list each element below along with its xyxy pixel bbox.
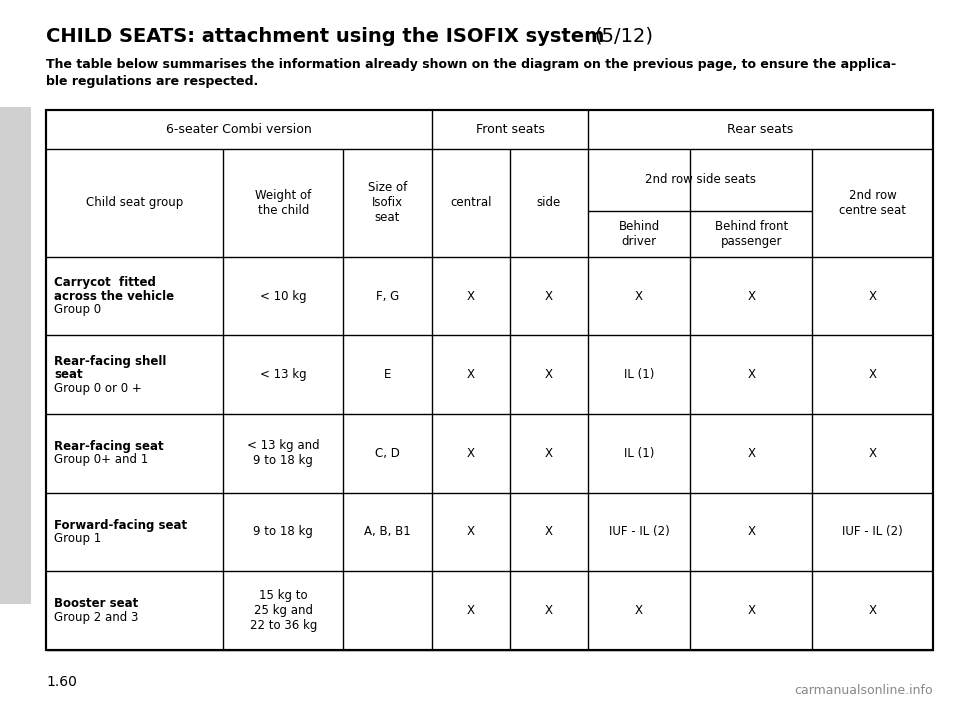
- Text: Weight of
the child: Weight of the child: [255, 189, 311, 217]
- Text: Rear seats: Rear seats: [728, 123, 794, 136]
- Text: X: X: [869, 368, 876, 381]
- Text: X: X: [636, 290, 643, 302]
- Text: X: X: [636, 604, 643, 617]
- Text: 2nd row side seats: 2nd row side seats: [645, 173, 756, 187]
- Text: Group 0: Group 0: [54, 303, 101, 316]
- Text: X: X: [545, 290, 553, 302]
- Text: Behind front
passenger: Behind front passenger: [714, 220, 788, 248]
- Text: X: X: [545, 368, 553, 381]
- Text: X: X: [869, 604, 876, 617]
- Text: X: X: [869, 290, 876, 302]
- Text: Size of
Isofix
seat: Size of Isofix seat: [368, 181, 407, 224]
- Text: Group 2 and 3: Group 2 and 3: [54, 611, 138, 623]
- Text: X: X: [467, 604, 475, 617]
- Text: side: side: [537, 197, 562, 209]
- Text: E: E: [384, 368, 392, 381]
- Text: Front seats: Front seats: [475, 123, 544, 136]
- Text: central: central: [450, 197, 492, 209]
- Text: X: X: [467, 290, 475, 302]
- Text: X: X: [747, 525, 756, 538]
- Text: Child seat group: Child seat group: [86, 197, 183, 209]
- Text: (5/12): (5/12): [594, 27, 653, 46]
- Text: < 10 kg: < 10 kg: [260, 290, 306, 302]
- Text: Rear-facing shell: Rear-facing shell: [54, 355, 166, 368]
- Text: Rear-facing seat: Rear-facing seat: [54, 440, 164, 453]
- Text: X: X: [747, 290, 756, 302]
- Text: 1.60: 1.60: [46, 674, 77, 689]
- Text: IUF - IL (2): IUF - IL (2): [609, 525, 669, 538]
- Text: X: X: [747, 447, 756, 460]
- Text: carmanualsonline.info: carmanualsonline.info: [795, 684, 933, 697]
- Text: IL (1): IL (1): [624, 368, 655, 381]
- Text: X: X: [545, 604, 553, 617]
- Text: seat: seat: [54, 368, 83, 381]
- Text: X: X: [545, 447, 553, 460]
- Text: X: X: [747, 604, 756, 617]
- Text: 2nd row
centre seat: 2nd row centre seat: [839, 189, 906, 217]
- Text: Forward-facing seat: Forward-facing seat: [54, 518, 187, 532]
- Text: Behind
driver: Behind driver: [618, 220, 660, 248]
- Text: 15 kg to
25 kg and
22 to 36 kg: 15 kg to 25 kg and 22 to 36 kg: [250, 589, 317, 632]
- Text: X: X: [545, 525, 553, 538]
- Text: < 13 kg and
9 to 18 kg: < 13 kg and 9 to 18 kg: [247, 439, 320, 467]
- Text: across the vehicle: across the vehicle: [54, 290, 174, 302]
- Bar: [46, 110, 933, 650]
- Text: C, D: C, D: [375, 447, 400, 460]
- Bar: [0, 106, 31, 604]
- Bar: [46, 110, 933, 650]
- Text: X: X: [467, 447, 475, 460]
- Text: IL (1): IL (1): [624, 447, 655, 460]
- Text: The table below summarises the information already shown on the diagram on the p: The table below summarises the informati…: [46, 58, 897, 88]
- Text: < 13 kg: < 13 kg: [260, 368, 306, 381]
- Text: Group 0+ and 1: Group 0+ and 1: [54, 454, 149, 466]
- Text: Group 1: Group 1: [54, 532, 102, 545]
- Text: 6-seater Combi version: 6-seater Combi version: [166, 123, 312, 136]
- Text: X: X: [747, 368, 756, 381]
- Text: A, B, B1: A, B, B1: [364, 525, 411, 538]
- Text: Booster seat: Booster seat: [54, 597, 138, 610]
- Text: X: X: [869, 447, 876, 460]
- Text: IUF - IL (2): IUF - IL (2): [843, 525, 903, 538]
- Text: CHILD SEATS: attachment using the ISOFIX system: CHILD SEATS: attachment using the ISOFIX…: [46, 27, 612, 46]
- Text: 9 to 18 kg: 9 to 18 kg: [253, 525, 313, 538]
- Text: Group 0 or 0 +: Group 0 or 0 +: [54, 382, 142, 395]
- Text: X: X: [467, 368, 475, 381]
- Text: X: X: [467, 525, 475, 538]
- Text: F, G: F, G: [376, 290, 399, 302]
- Text: Carrycot  fitted: Carrycot fitted: [54, 276, 156, 289]
